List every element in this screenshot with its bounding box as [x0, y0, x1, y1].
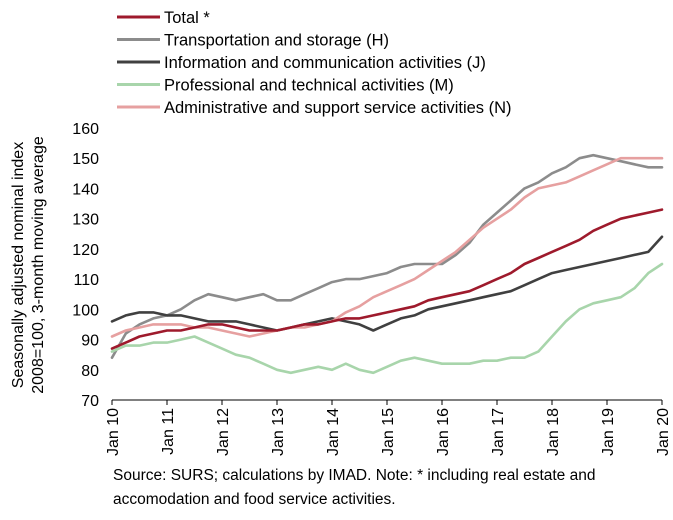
y-tick-label: 100	[72, 302, 99, 319]
y-tick-label: 150	[72, 151, 99, 168]
legend-entry: Information and communication activities…	[164, 54, 486, 72]
series-line	[110, 208, 664, 350]
x-axis: Jan 10 Jan 11 Jan 12 Jan 13 Jan 14 Jan 15 Jan …	[105, 399, 672, 456]
y-tick-label: 140	[72, 181, 99, 198]
y-tick-label: 80	[81, 363, 99, 380]
x-tick-label: Jan 13	[270, 408, 287, 456]
x-tick-label: Jan 15	[380, 408, 397, 456]
y-tick-label: 70	[81, 393, 99, 410]
y-tick-label: 90	[81, 333, 99, 350]
series-line	[110, 235, 664, 332]
legend-entry: Administrative and support service activ…	[164, 99, 512, 117]
x-tick-label: Jan 14	[325, 408, 342, 456]
plot-area	[110, 153, 664, 375]
series-line	[110, 262, 664, 375]
y-axis-label-line: 2008=100, 3-month moving average	[30, 136, 47, 394]
y-tick-label: 160	[72, 121, 99, 138]
y-tick-label: 130	[72, 212, 99, 229]
legend: Total * Transportation and storage (H) Inf…	[117, 9, 512, 117]
y-axis-label-line: Seasonally adjusted nominal index	[10, 142, 27, 388]
series-line	[110, 153, 664, 360]
x-tick-label: Jan 17	[490, 408, 507, 456]
series-line	[110, 156, 664, 338]
source-note: Source: SURS; calculations by IMAD. Note…	[113, 467, 596, 508]
x-tick-label: Jan 16	[435, 408, 452, 456]
y-tick-label: 110	[73, 272, 99, 289]
legend-entry: Total *	[164, 9, 210, 27]
x-tick-label: Jan 12	[215, 408, 232, 456]
legend-entry: Professional and technical activities (M…	[164, 77, 454, 95]
line-chart: Total * Transportation and storage (H) Inf…	[10, 9, 672, 456]
x-tick-label: Jan 10	[105, 408, 122, 456]
legend-entry: Transportation and storage (H)	[164, 32, 389, 50]
y-tick-label: 120	[72, 242, 99, 259]
y-axis: 70 80 90 100 110 120 130 140 150 160	[72, 121, 99, 410]
x-tick-label: Jan 11	[160, 408, 177, 455]
y-axis-label: Seasonally adjusted nominal index 2008=10…	[10, 136, 47, 394]
x-tick-label: Jan 18	[545, 408, 562, 456]
x-tick-label: Jan 20	[655, 408, 672, 456]
x-tick-label: Jan 19	[600, 408, 617, 456]
